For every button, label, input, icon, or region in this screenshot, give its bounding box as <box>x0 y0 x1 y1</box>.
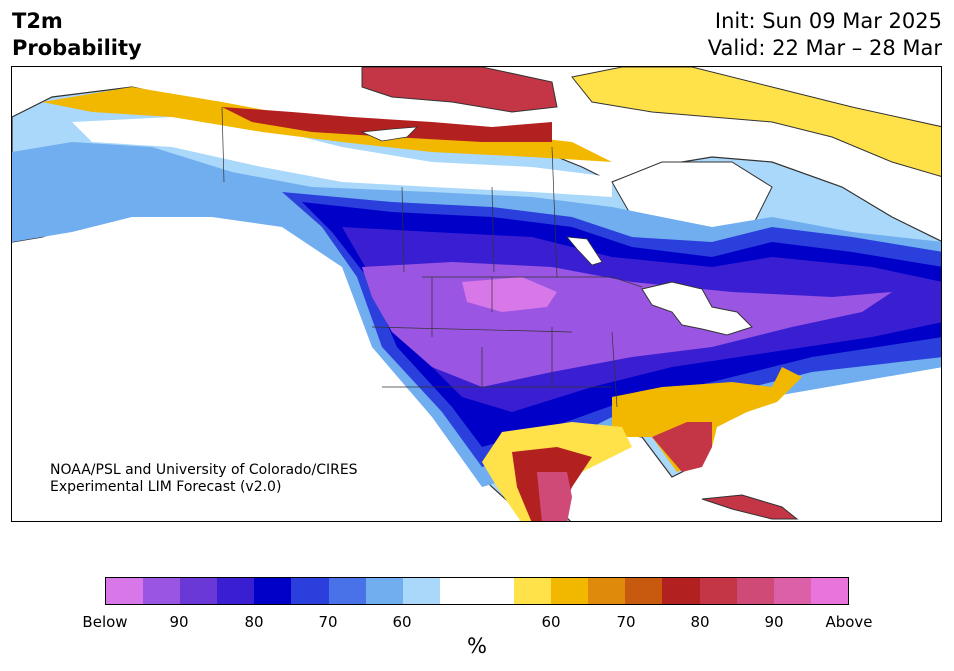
init-date: Init: Sun 09 Mar 2025 <box>714 9 942 33</box>
colorbar-swatch <box>106 578 144 604</box>
probability-field <box>12 67 941 521</box>
lakes-great-lakes <box>641 281 753 336</box>
land-cuba <box>701 494 799 520</box>
colorbar-swatch <box>588 578 626 604</box>
colorbar-swatch <box>402 578 440 604</box>
colorbar-swatch <box>291 578 329 604</box>
colorbar-tick-above-90: 90 <box>764 613 784 631</box>
map-title: T2m Probability <box>12 8 142 62</box>
border-lines <box>221 106 643 408</box>
forecast-map: NOAA/PSL and University of Colorado/CIRE… <box>11 66 942 522</box>
forecast-dates: Init: Sun 09 Mar 2025 Valid: 22 Mar – 28… <box>708 8 942 62</box>
colorbar-tick-above-60: 60 <box>541 613 561 631</box>
lake-winnipeg <box>566 236 603 266</box>
zone-hottest-south <box>537 472 572 521</box>
colorbar-swatch <box>439 578 477 604</box>
colorbar-swatch <box>143 578 181 604</box>
colorbar-tick-above-70: 70 <box>616 613 636 631</box>
data-credit: NOAA/PSL and University of Colorado/CIRE… <box>50 462 358 496</box>
title-variable: T2m <box>12 9 63 33</box>
colorbar-tick-above-80: 80 <box>690 613 710 631</box>
colorbar-swatch <box>328 578 366 604</box>
colorbar-swatch <box>810 578 848 604</box>
colorbar-swatch <box>365 578 403 604</box>
colorbar-tick-below: Below <box>82 613 128 631</box>
zone-near-normal-north <box>72 117 612 197</box>
colorbar-swatch <box>736 578 774 604</box>
colorbar-swatch <box>625 578 663 604</box>
credit-model: Experimental LIM Forecast (v2.0) <box>50 479 282 495</box>
land-arctic-red <box>361 67 558 113</box>
colorbar-tick-below-70: 70 <box>318 613 338 631</box>
credit-organization: NOAA/PSL and University of Colorado/CIRE… <box>50 462 358 478</box>
colorbar-tick-below-80: 80 <box>244 613 264 631</box>
valid-period: Valid: 22 Mar – 28 Mar <box>707 36 942 60</box>
colorbar-tick-below-60: 60 <box>392 613 412 631</box>
zone-cold-max <box>462 277 557 312</box>
colorbar-tick-above: Above <box>825 613 873 631</box>
title-metric: Probability <box>12 36 142 60</box>
colorbar-swatch <box>180 578 218 604</box>
colorbar-swatch <box>514 578 552 604</box>
colorbar-swatch <box>551 578 589 604</box>
colorbar-swatch <box>662 578 700 604</box>
land-arctic-islands <box>571 67 941 177</box>
probability-colorbar <box>105 577 849 605</box>
colorbar-tick-below-90: 90 <box>169 613 189 631</box>
zone-hot-southeast <box>652 422 712 472</box>
colorbar-swatch <box>476 578 515 604</box>
lake-great-slave <box>360 126 419 142</box>
colorbar-unit: % <box>467 634 487 658</box>
colorbar-swatch <box>773 578 811 604</box>
zone-hot-north <box>222 107 552 142</box>
colorbar-swatch <box>254 578 292 604</box>
colorbar-swatch <box>217 578 255 604</box>
colorbar-swatch <box>699 578 737 604</box>
